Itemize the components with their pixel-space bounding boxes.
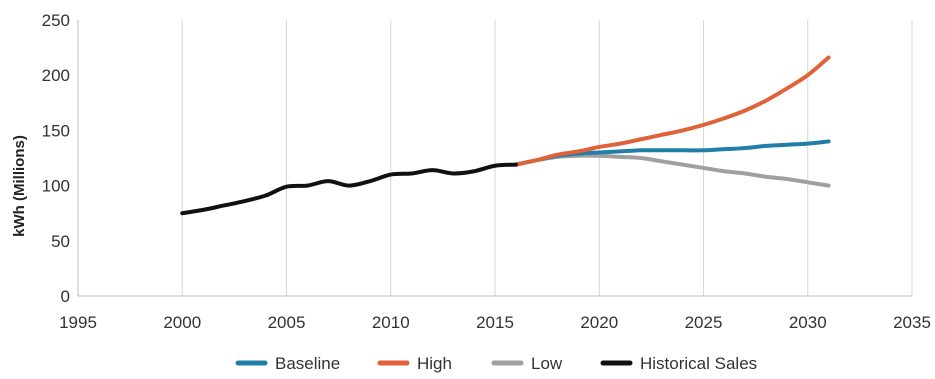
series-lines — [180, 55, 831, 216]
legend-label-historical-sales: Historical Sales — [640, 354, 757, 373]
x-tick-label: 2010 — [372, 313, 410, 332]
legend-label-high: High — [417, 354, 452, 373]
y-tick-label: 200 — [42, 66, 70, 85]
y-tick-label: 0 — [61, 287, 70, 306]
x-tick-label: 2035 — [893, 313, 931, 332]
axes — [77, 20, 912, 297]
y-axis-ticks: 0 50 100 150 200 250 — [42, 11, 70, 306]
y-axis-label: kWh (Millions) — [11, 135, 28, 237]
y-tick-label: 100 — [42, 177, 70, 196]
x-tick-label: 2025 — [685, 313, 723, 332]
x-tick-label: 2000 — [163, 313, 201, 332]
x-tick-label: 2005 — [268, 313, 306, 332]
x-tick-label: 2020 — [580, 313, 618, 332]
y-tick-label: 150 — [42, 121, 70, 140]
series-line-low — [513, 153, 831, 188]
x-tick-label: 2030 — [789, 313, 827, 332]
gridlines — [181, 20, 913, 296]
y-tick-label: 50 — [51, 232, 70, 251]
legend: Baseline High Low Historical Sales — [235, 354, 757, 373]
x-tick-label: 2015 — [476, 313, 514, 332]
legend-label-baseline: Baseline — [275, 354, 340, 373]
y-tick-label: 250 — [42, 11, 70, 30]
legend-label-low: Low — [531, 354, 563, 373]
x-axis-ticks: 1995 2000 2005 2010 2015 2020 2025 2030 2035 — [59, 313, 931, 332]
x-tick-label: 1995 — [59, 313, 97, 332]
series-line-historical-sales — [180, 162, 518, 216]
series-line-high — [513, 55, 831, 167]
